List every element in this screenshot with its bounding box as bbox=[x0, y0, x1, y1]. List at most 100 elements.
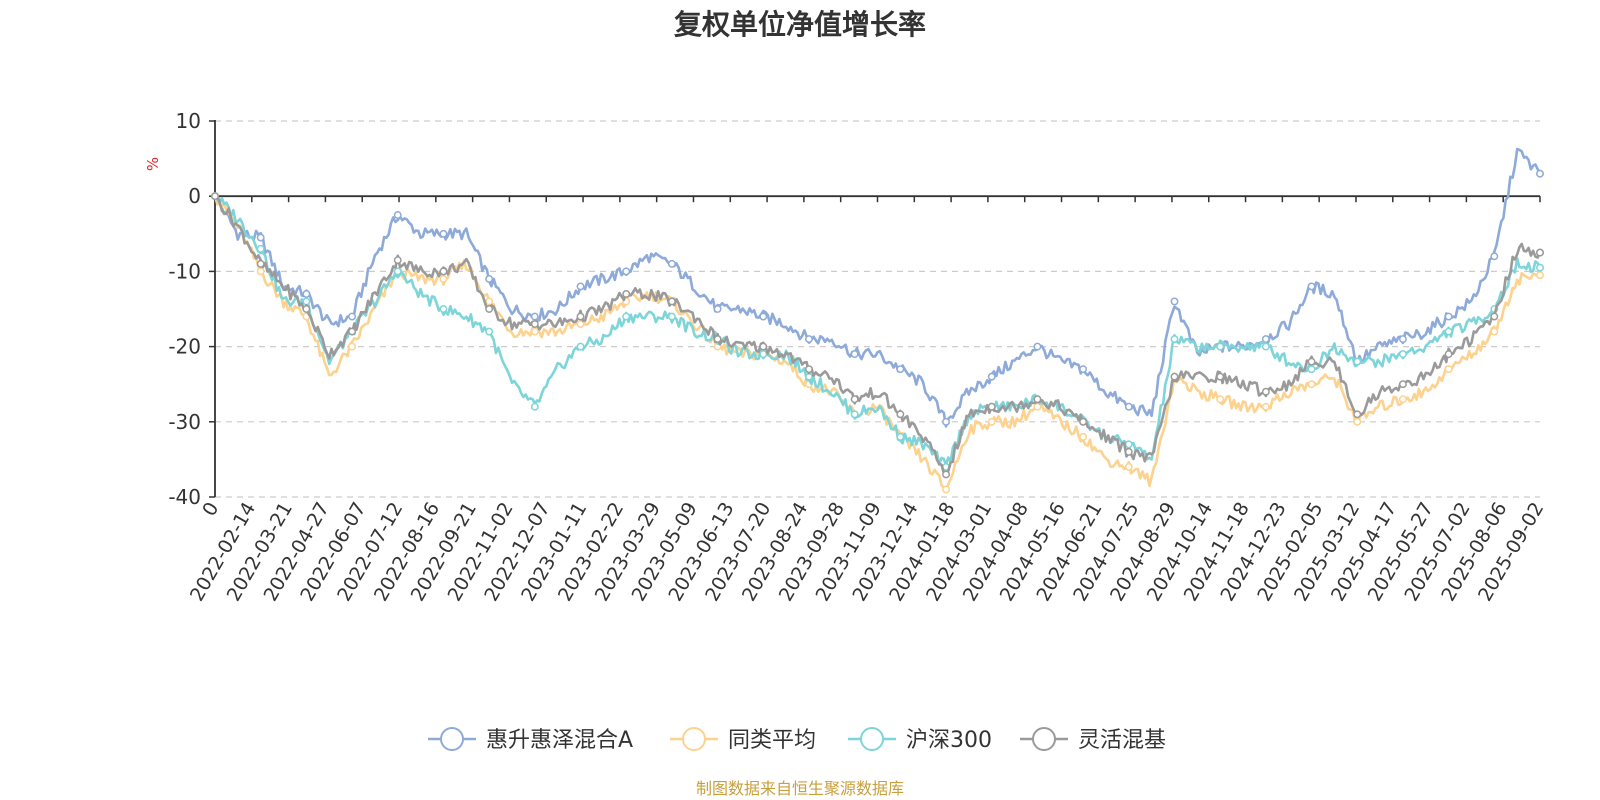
series-point bbox=[302, 290, 311, 298]
series-point bbox=[1216, 372, 1225, 381]
series-point bbox=[485, 305, 494, 313]
series-point bbox=[302, 305, 311, 313]
legend-item[interactable]: 同类平均 bbox=[670, 727, 816, 753]
series-point bbox=[1170, 297, 1179, 306]
series-point bbox=[439, 267, 448, 276]
series-line bbox=[214, 194, 1542, 477]
series-point bbox=[713, 305, 722, 313]
series-point bbox=[1170, 335, 1179, 344]
y-tick-label: -10 bbox=[168, 259, 201, 283]
series-point bbox=[1079, 417, 1088, 426]
series-point bbox=[485, 327, 494, 336]
series-point bbox=[348, 342, 357, 351]
legend-item[interactable]: 沪深300 bbox=[848, 727, 992, 753]
series-point bbox=[485, 297, 494, 306]
y-tick-label: 10 bbox=[176, 109, 201, 133]
series-point bbox=[393, 267, 402, 276]
series-point bbox=[1490, 312, 1499, 321]
legend-item[interactable]: 灵活混基 bbox=[1020, 727, 1166, 753]
series-point bbox=[1124, 402, 1133, 411]
series-point bbox=[1353, 417, 1362, 426]
series-point bbox=[850, 410, 859, 419]
series-point bbox=[987, 372, 996, 381]
series-point bbox=[1261, 342, 1270, 351]
y-tick-label: 0 bbox=[188, 184, 201, 208]
series-point bbox=[576, 282, 585, 291]
series-point bbox=[987, 402, 996, 411]
series-point bbox=[713, 335, 722, 344]
series-point bbox=[1444, 327, 1453, 336]
series-point bbox=[576, 320, 585, 328]
series-point bbox=[1398, 350, 1407, 359]
series-point bbox=[1536, 271, 1544, 280]
series-point bbox=[1307, 365, 1316, 374]
series-point bbox=[622, 267, 631, 276]
series-point bbox=[439, 274, 448, 283]
series-line bbox=[213, 195, 1542, 467]
series-point bbox=[530, 312, 539, 321]
series-point bbox=[302, 297, 311, 306]
legend-circle-icon bbox=[1032, 727, 1056, 751]
series-point bbox=[759, 350, 768, 359]
series-point bbox=[348, 327, 357, 336]
data-source-note: 制图数据来自恒生聚源数据库 bbox=[696, 779, 904, 798]
series-point bbox=[1444, 365, 1453, 374]
series-point bbox=[850, 395, 859, 404]
legend-label: 惠升惠泽混合A bbox=[486, 728, 633, 753]
series-point bbox=[1033, 402, 1042, 411]
series-point bbox=[1261, 335, 1270, 344]
series-lines bbox=[211, 147, 1544, 494]
series-point bbox=[759, 312, 768, 321]
x-tick-labels: 02022-02-142022-03-212022-04-272022-06-0… bbox=[186, 499, 1548, 606]
series-point bbox=[1536, 169, 1544, 178]
series-point bbox=[1398, 380, 1407, 389]
chart-title: 复权单位净值增长率 bbox=[674, 8, 926, 41]
series-point bbox=[850, 350, 859, 359]
series-point bbox=[622, 290, 631, 298]
series-point bbox=[1307, 282, 1316, 291]
legend-item[interactable]: 惠升惠泽混合A bbox=[428, 727, 633, 753]
legend-circle-icon bbox=[440, 727, 464, 751]
series-point bbox=[1079, 432, 1088, 441]
series-point bbox=[393, 256, 402, 265]
series-point bbox=[1536, 263, 1544, 272]
series-line bbox=[213, 195, 1541, 491]
axes bbox=[209, 120, 1541, 498]
y-tick-label: -30 bbox=[168, 410, 201, 434]
series-point bbox=[1216, 395, 1225, 404]
series-point bbox=[256, 259, 265, 268]
series-point bbox=[1307, 380, 1316, 389]
series-point bbox=[393, 211, 402, 219]
series-point bbox=[439, 305, 448, 313]
y-axis-unit: % bbox=[144, 157, 162, 171]
series-point bbox=[987, 417, 996, 426]
series-point bbox=[896, 410, 905, 419]
series-point bbox=[1444, 312, 1453, 321]
series-point bbox=[1124, 462, 1133, 471]
series-point bbox=[667, 259, 676, 268]
legend-label: 沪深300 bbox=[906, 728, 992, 753]
series-point bbox=[1536, 248, 1544, 257]
series-point bbox=[1216, 342, 1225, 351]
series-point bbox=[211, 192, 219, 201]
grid-lines bbox=[215, 120, 1540, 498]
series-point bbox=[1307, 357, 1316, 366]
x-tick-label: 0 bbox=[198, 499, 223, 520]
series-line bbox=[214, 147, 1542, 428]
series-point bbox=[1398, 335, 1407, 344]
series-point bbox=[1261, 387, 1270, 396]
series-point bbox=[1444, 350, 1453, 359]
legend-label: 同类平均 bbox=[728, 728, 816, 753]
series-point bbox=[1353, 410, 1362, 419]
legend[interactable]: 惠升惠泽混合A 同类平均 沪深300 灵活混基 bbox=[428, 727, 1166, 753]
y-tick-label: -40 bbox=[168, 485, 201, 509]
series-point bbox=[1079, 365, 1088, 374]
series-point bbox=[576, 312, 585, 321]
series-point bbox=[896, 365, 905, 374]
series-point bbox=[485, 274, 494, 283]
series-point bbox=[576, 342, 585, 351]
series-point bbox=[759, 342, 768, 351]
series-point bbox=[256, 233, 265, 242]
series-point bbox=[1490, 327, 1499, 336]
y-tick-labels: 10 0 -10 -20 -30 -40 bbox=[168, 109, 201, 509]
